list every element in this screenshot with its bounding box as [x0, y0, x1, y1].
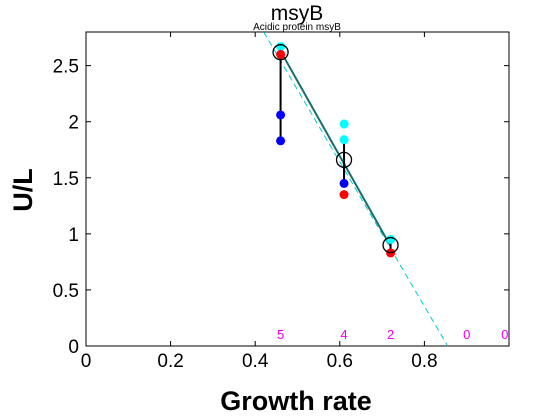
y-tick-label: 1.5: [53, 169, 79, 190]
data-point: [276, 42, 286, 52]
mean-marker: [335, 151, 353, 168]
y-axis-label: U/L: [8, 168, 38, 212]
y-tick-label: 0.5: [53, 281, 79, 302]
sample-count-label: 5: [277, 327, 284, 342]
data-point: [339, 135, 349, 145]
y-tick-label: 2.5: [53, 57, 79, 78]
data-point: [386, 234, 396, 244]
data-point: [339, 119, 349, 129]
y-tick-label: 0: [68, 337, 79, 358]
x-tick-label: 0.6: [327, 351, 353, 372]
mean-marker: [272, 44, 289, 61]
data-point: [276, 49, 286, 59]
mean-marker: [382, 236, 399, 254]
x-axis-label: Growth rate: [220, 386, 372, 416]
data-point: [276, 110, 286, 120]
data-point: [339, 190, 349, 200]
sample-count-label: 2: [387, 327, 394, 342]
data-point: [276, 136, 286, 146]
chart-title: msyB: [271, 2, 324, 25]
sample-count-label: 4: [340, 327, 347, 342]
y-tick-label: 1: [68, 225, 79, 246]
data-point: [339, 178, 349, 188]
sample-count-label: 0: [463, 327, 470, 342]
x-tick-label: 0: [81, 351, 92, 372]
chart-subtitle: Acidic protein msyB: [253, 22, 341, 33]
x-tick-label: 0.2: [157, 351, 183, 372]
x-tick-label: 0.4: [242, 351, 269, 372]
sample-count-label: 0: [501, 327, 508, 342]
fit-line: [279, 50, 392, 247]
plot-area: 0 0.2 0.4 0.6 0.800.511.522.55 4 2 0 0: [53, 31, 510, 372]
x-tick-label: 0.8: [411, 351, 437, 372]
extrapolation-line: [263, 32, 449, 346]
y-tick-label: 2: [68, 113, 79, 134]
axes-box: [85, 31, 510, 347]
